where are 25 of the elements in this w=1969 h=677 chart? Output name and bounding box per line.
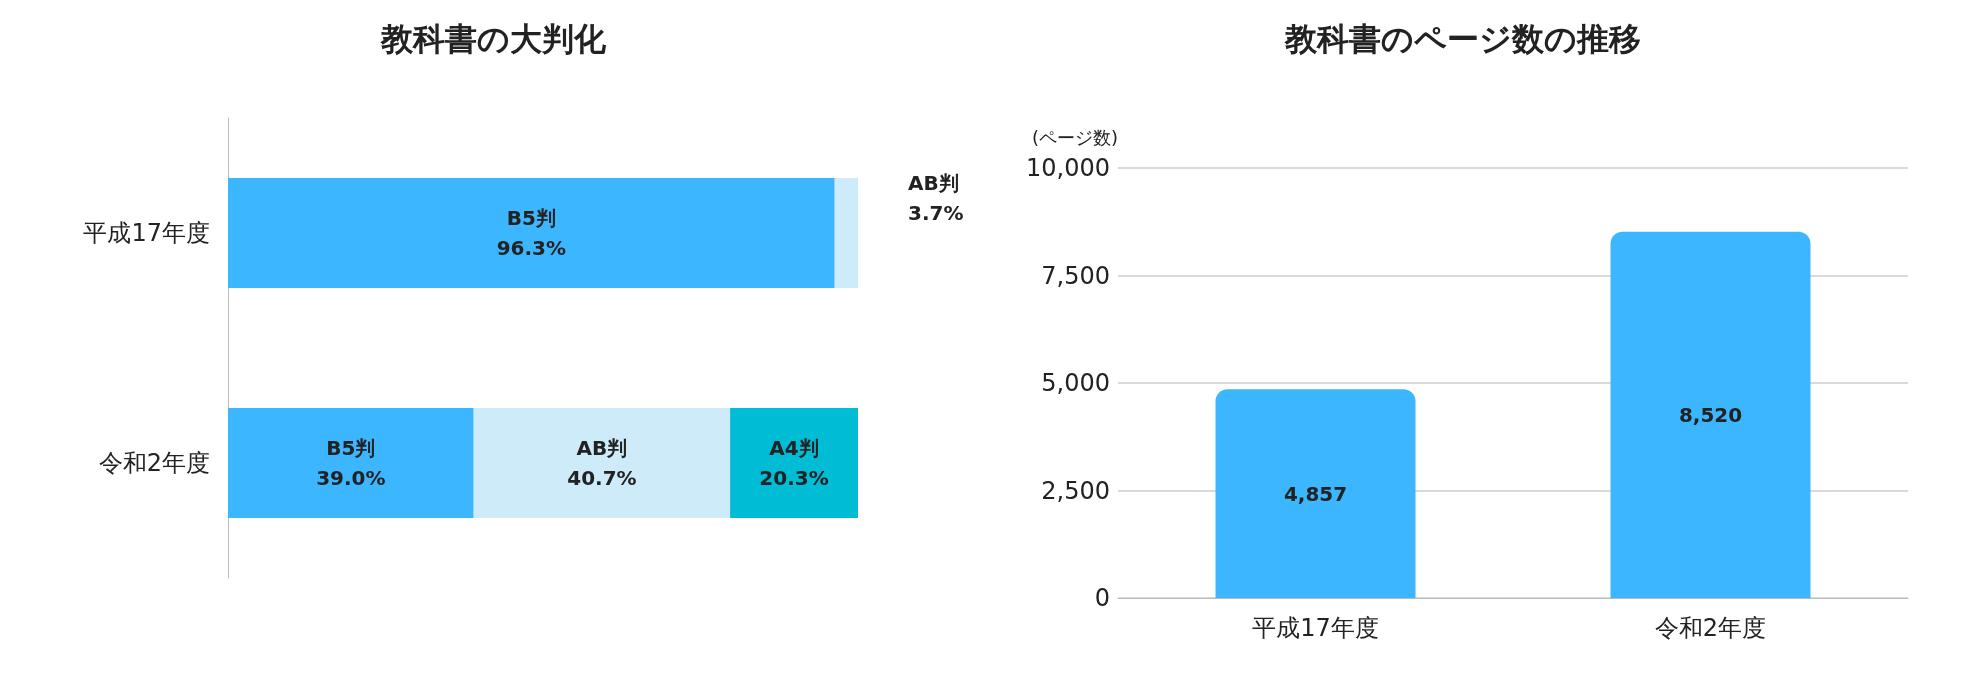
data-label: 96.3%: [496, 236, 567, 260]
y-tick-label: 7,500: [1041, 261, 1110, 290]
bar: [834, 178, 858, 288]
bar: [228, 408, 474, 518]
text: AB判: [908, 171, 959, 195]
y-tick-label: 10,000: [1026, 154, 1110, 182]
series-label: B5判: [506, 206, 556, 230]
data-label: 20.3%: [759, 466, 829, 490]
data-label: 3.7%: [908, 201, 964, 225]
bar: [228, 178, 835, 288]
y-tick-label: 0: [1094, 584, 1110, 612]
series-label: A4判: [769, 436, 819, 460]
y-tick-label: 5,000: [1041, 369, 1110, 397]
chart-title: 教科書のページ数の推移: [1284, 20, 1641, 58]
data-label: 40.7%: [567, 466, 637, 490]
series-label: AB判: [576, 436, 628, 460]
data-label: 8,520: [1678, 402, 1743, 427]
data-label: 39.0%: [316, 466, 386, 490]
data-label: 4,857: [1283, 481, 1348, 506]
bar: [730, 408, 858, 518]
text: B5判: [326, 436, 376, 460]
y-axis-title: (ページ数): [1031, 126, 1118, 148]
y-tick-label: 2,500: [1041, 476, 1110, 505]
bar: [473, 408, 731, 518]
chart-title: 教科書の大判化: [379, 20, 607, 58]
